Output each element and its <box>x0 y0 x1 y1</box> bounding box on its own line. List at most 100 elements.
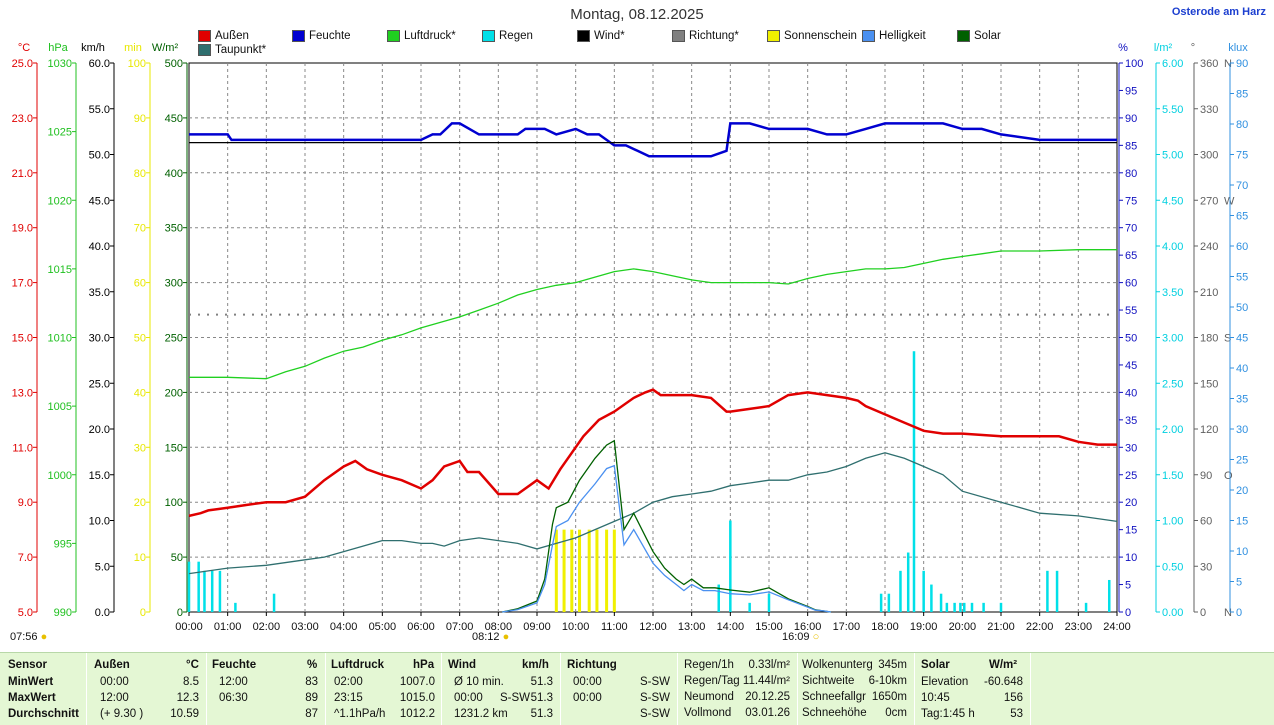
x-tick-label: 00:00 <box>175 621 203 633</box>
legend-label: Luftdruck* <box>404 30 456 42</box>
legend-swatch <box>767 30 780 42</box>
extra-label: Vollmond <box>684 707 732 719</box>
y-tick-label-humidity: 20 <box>1125 497 1137 509</box>
extra-value: 11.44l/m² <box>742 675 790 687</box>
legend-swatch <box>957 30 970 42</box>
y-tick-label-humidity: 30 <box>1125 442 1137 454</box>
legend-swatch <box>482 30 495 42</box>
y-tick-label-light: 0 <box>1236 607 1242 619</box>
x-tick-label: 16:00 <box>794 621 822 633</box>
feuchte-time: 12:00 <box>219 676 248 688</box>
divider <box>677 653 678 725</box>
header-luftdruck: Luftdruck <box>331 659 385 671</box>
x-tick-label: 20:00 <box>949 621 977 633</box>
y-tick-label-light: 60 <box>1236 241 1248 253</box>
bar-regen <box>922 570 925 612</box>
y-tick-label-humidity: 90 <box>1125 113 1137 125</box>
header-sensor: Sensor <box>8 659 47 671</box>
series-line <box>189 249 1117 380</box>
aussen-time: 12:00 <box>100 692 129 704</box>
station-name[interactable]: Osterode am Harz <box>1171 6 1266 18</box>
x-tick-label: 15:00 <box>755 621 783 633</box>
sunrise-marker: 07:56 ● <box>10 631 47 643</box>
y-tick-label-light: 80 <box>1236 119 1248 131</box>
luftdruck-value: 1012.2 <box>399 708 435 720</box>
y-tick-label-rain: 4.50 <box>1162 195 1183 207</box>
bar-sonnenschein <box>562 529 566 612</box>
y-axis-unit-sun: min <box>124 42 142 54</box>
y-tick-label-solar: 150 <box>165 442 183 454</box>
x-tick-label: 07:00 <box>446 621 474 633</box>
y-tick-label-light: 5 <box>1236 577 1242 589</box>
wind-info: 1231.2 km <box>454 708 508 720</box>
cloud-value: 6-10km <box>868 675 907 687</box>
divider <box>206 653 207 725</box>
bar-regen <box>1055 570 1059 612</box>
x-tick-label: 23:00 <box>1065 621 1093 633</box>
y-tick-label-direction: 300 <box>1200 150 1218 162</box>
sun-icon: ○ <box>809 631 820 643</box>
y-tick-label-direction: 30 <box>1200 561 1212 573</box>
wind-info: Ø 10 min. <box>454 676 504 688</box>
y-tick-label-temp: 13.0 <box>12 387 33 399</box>
y-tick-label-pressure: 1025 <box>48 127 72 139</box>
y-tick-label-sun: 10 <box>134 552 146 564</box>
x-tick-label: 13:00 <box>678 621 706 633</box>
y-tick-label-humidity: 85 <box>1125 140 1137 152</box>
y-tick-label-sun: 90 <box>134 113 146 125</box>
legend-swatch <box>862 30 875 42</box>
y-tick-label-humidity: 50 <box>1125 333 1137 345</box>
luftdruck-value: 1007.0 <box>399 676 435 688</box>
y-tick-label-solar: 300 <box>165 278 183 290</box>
header-feuchte-unit: % <box>307 659 318 671</box>
bar-regen <box>729 520 732 612</box>
legend-item: Wind* <box>577 30 625 42</box>
direction-label: N <box>1224 58 1232 70</box>
y-tick-label-wind: 35.0 <box>89 287 110 299</box>
y-tick-label-light: 45 <box>1236 333 1248 345</box>
y-tick-label-temp: 21.0 <box>12 168 33 180</box>
extra-label: Neumond <box>684 691 734 703</box>
y-tick-label-solar: 200 <box>165 387 183 399</box>
x-tick-label: 09:00 <box>523 621 551 633</box>
solar-value: -60.648 <box>983 676 1023 688</box>
y-tick-label-light: 35 <box>1236 394 1248 406</box>
legend-item: Richtung* <box>672 30 739 42</box>
wind-value: 51.3 <box>530 708 553 720</box>
legend-item: Helligkeit <box>862 30 926 42</box>
y-tick-label-rain: 0.00 <box>1162 607 1183 619</box>
y-axis-unit-light: klux <box>1228 42 1248 54</box>
y-tick-label-rain: 1.00 <box>1162 516 1183 528</box>
bar-regen <box>748 602 751 612</box>
aussen-value: 10.59 <box>170 708 199 720</box>
y-tick-label-wind: 10.0 <box>89 516 110 528</box>
bar-sonnenschein <box>605 529 609 612</box>
y-tick-label-temp: 23.0 <box>12 113 33 125</box>
header-feuchte: Feuchte <box>212 659 257 671</box>
feuchte-value: 89 <box>305 692 318 704</box>
x-tick-label: 22:00 <box>1026 621 1054 633</box>
y-tick-label-wind: 60.0 <box>89 58 110 70</box>
y-tick-label-temp: 17.0 <box>12 278 33 290</box>
extra-value: 0.33l/m² <box>748 659 790 671</box>
y-axis-unit-direction: ° <box>1191 42 1195 54</box>
sunrise-time: 07:56 <box>10 631 38 643</box>
luftdruck-time: 23:15 <box>334 692 363 704</box>
divider <box>560 653 561 725</box>
x-tick-label: 08:00 <box>485 621 513 633</box>
y-tick-label-light: 70 <box>1236 180 1248 192</box>
legend-swatch <box>387 30 400 42</box>
luftdruck-time: ^1.1hPa/h <box>334 708 386 720</box>
y-axis-unit-solar: W/m² <box>152 42 179 54</box>
bar-sonnenschein <box>570 529 574 612</box>
luftdruck-value: 1015.0 <box>399 692 435 704</box>
header-solar: Solar <box>921 659 950 671</box>
bar-regen <box>970 602 974 612</box>
y-axis-unit-wind: km/h <box>81 42 105 54</box>
y-tick-label-direction: 150 <box>1200 378 1218 390</box>
x-tick-label: 24:00 <box>1103 621 1131 633</box>
y-tick-label-light: 10 <box>1236 546 1248 558</box>
bar-regen <box>879 593 883 612</box>
y-tick-label-humidity: 35 <box>1125 415 1137 427</box>
y-tick-label-pressure: 1010 <box>48 333 72 345</box>
